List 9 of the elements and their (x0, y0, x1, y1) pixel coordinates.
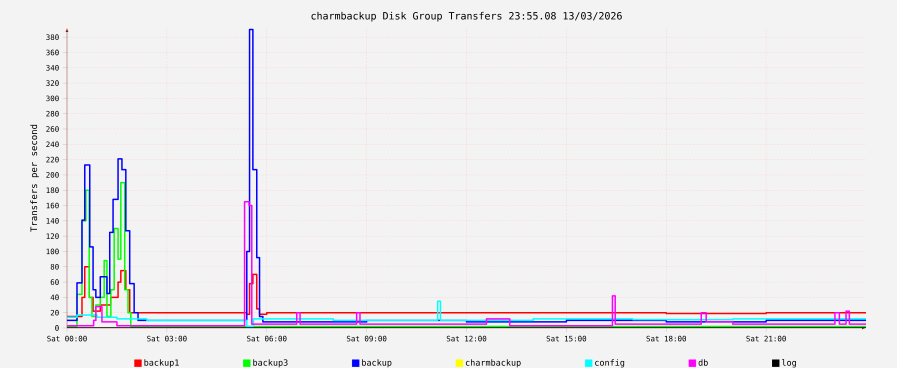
legend-label: db (698, 359, 708, 366)
legend-label: backup3 (253, 359, 288, 368)
legend-label: backup1 (144, 359, 179, 368)
legend-label: charmbackup (466, 359, 521, 368)
y-axis-title: Transfers per second (30, 124, 39, 232)
legend-label: log (782, 359, 796, 368)
legend-label: config (595, 359, 624, 368)
legend-label: backup (362, 359, 392, 368)
chart-title: charmbackup Disk Group Transfers 23:55.08 13/03/2026 (312, 12, 622, 22)
